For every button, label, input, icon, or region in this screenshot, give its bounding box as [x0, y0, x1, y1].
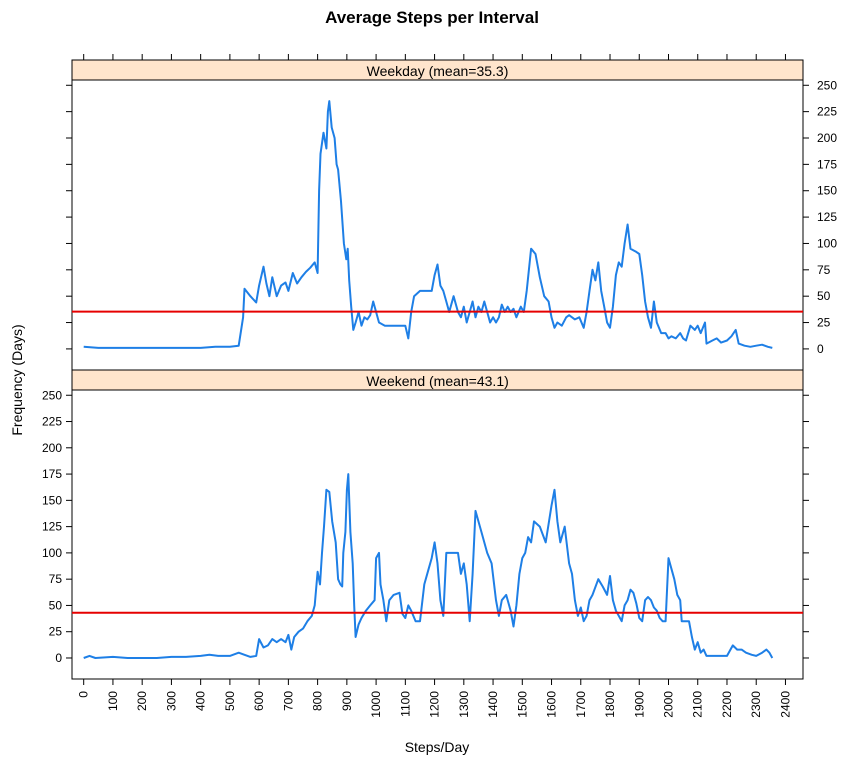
x-tick-label-22: 2200	[720, 691, 734, 718]
y-tick-label-p1-8: 200	[42, 441, 62, 455]
y-tick-label-p1-9: 225	[42, 415, 62, 429]
chart-marks: 0 25 50 75 100 125 150 175 200 225 250 0 25 50 75 100 12…	[42, 54, 837, 718]
x-tick-label-7: 700	[281, 691, 295, 711]
panel-weekday: Weekday (mean=35.3)	[71, 59, 804, 371]
y-tick-label-p1-3: 75	[49, 572, 63, 586]
y-tick-label-p1-1: 25	[49, 625, 63, 639]
x-tick-label-18: 1800	[603, 691, 617, 718]
strip-label-weekday: Weekday (mean=35.3)	[367, 63, 509, 79]
y-tick-label-p1-10: 250	[42, 388, 62, 402]
series-line-p1	[83, 473, 774, 659]
y-tick-label-p1-2: 50	[49, 598, 63, 612]
x-tick-label-24: 2400	[778, 691, 792, 718]
x-tick-label-16: 1600	[545, 691, 559, 718]
y-tick-label-p0-10: 250	[817, 78, 837, 92]
x-tick-label-5: 500	[223, 691, 237, 711]
x-tick-label-12: 1200	[428, 691, 442, 718]
x-tick-label-11: 1100	[398, 691, 412, 717]
y-tick-label-p1-5: 125	[42, 520, 62, 534]
x-axis-label: Steps/Day	[405, 739, 470, 755]
y-tick-label-p0-0: 0	[817, 342, 824, 356]
x-tick-label-20: 2000	[661, 691, 675, 718]
x-tick-label-23: 2300	[749, 691, 763, 718]
y-axis-label: Frequency (Days)	[9, 324, 25, 435]
x-tick-label-1: 100	[106, 691, 120, 711]
x-tick-label-14: 1400	[486, 691, 500, 718]
y-tick-label-p0-7: 175	[817, 157, 837, 171]
y-tick-label-p0-8: 200	[817, 131, 837, 145]
x-tick-label-3: 300	[164, 691, 178, 711]
strip-label-weekend: Weekend (mean=43.1)	[366, 373, 509, 389]
x-tick-label-8: 800	[311, 691, 325, 711]
y-tick-label-p1-6: 150	[42, 493, 62, 507]
x-tick-label-4: 400	[194, 691, 208, 711]
x-tick-label-6: 600	[252, 691, 266, 711]
x-tick-label-9: 900	[340, 691, 354, 711]
y-tick-label-p0-2: 50	[817, 289, 831, 303]
panel-frame-weekend	[71, 389, 804, 680]
x-tick-label-0: 0	[77, 691, 91, 698]
x-tick-label-13: 1300	[457, 691, 471, 718]
chart-title: Average Steps per Interval	[325, 8, 539, 27]
y-tick-label-p0-9: 225	[817, 105, 837, 119]
x-tick-label-21: 2100	[691, 691, 705, 718]
panel-frame-weekday	[71, 79, 804, 371]
y-tick-label-p0-5: 125	[817, 210, 837, 224]
y-tick-label-p0-4: 100	[817, 236, 837, 250]
y-tick-label-p1-4: 100	[42, 546, 62, 560]
y-tick-label-p0-1: 25	[817, 316, 831, 330]
y-tick-label-p1-7: 175	[42, 467, 62, 481]
panel-weekend: Weekend (mean=43.1)	[71, 369, 804, 680]
x-tick-label-17: 1700	[574, 691, 588, 718]
x-tick-label-10: 1000	[369, 691, 383, 718]
x-tick-label-15: 1500	[515, 691, 529, 718]
x-tick-label-2: 200	[135, 691, 149, 711]
x-tick-label-19: 1900	[632, 691, 646, 718]
y-tick-label-p0-6: 150	[817, 184, 837, 198]
y-tick-label-p1-0: 0	[55, 651, 62, 665]
y-tick-label-p0-3: 75	[817, 263, 831, 277]
